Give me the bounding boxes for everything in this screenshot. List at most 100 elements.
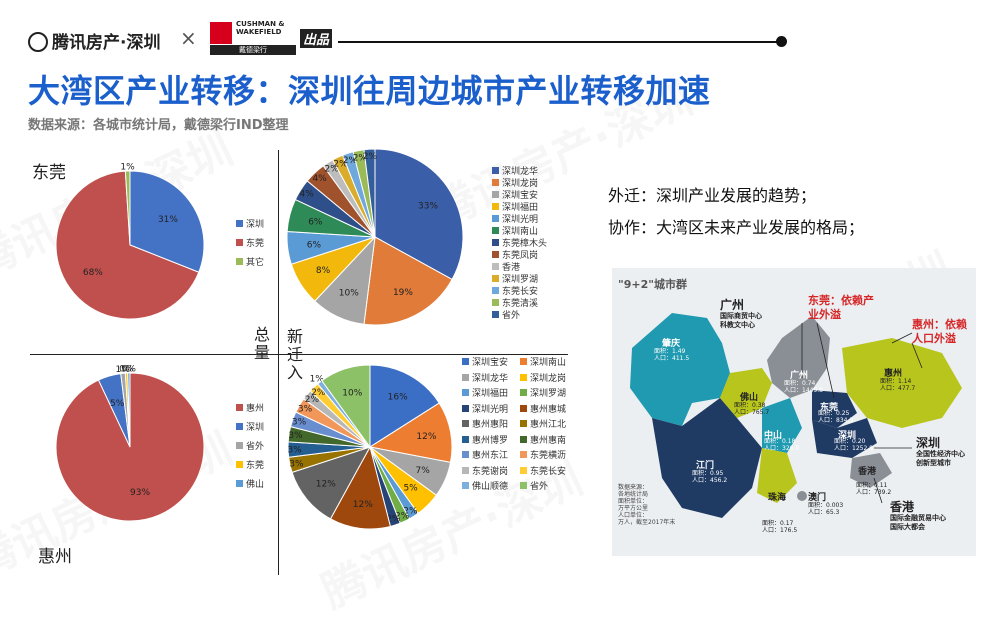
- pie-slice-dongguan-total-0: [129, 170, 205, 273]
- legend-label: 东莞樟木头: [502, 239, 548, 249]
- vertical-divider: [278, 150, 279, 575]
- pie-label-dongguan-new-11: 2%: [353, 153, 368, 163]
- stat-guangzhou: 面积：0.74 人口：1449.8: [784, 380, 823, 394]
- legend-swatch: [492, 311, 499, 318]
- city-hongkong: 香港: [858, 467, 877, 477]
- pie-label-huizhou-new-5: 2%: [395, 511, 410, 521]
- stat-shenzhen: 面积：0.20 人口：1252.8: [834, 438, 873, 452]
- legend-swatch: [236, 239, 243, 246]
- legend-item-dongguan-total-2: 其它: [236, 258, 264, 269]
- pie-slice-huizhou-new-1: [368, 402, 453, 463]
- legend-swatch: [520, 358, 527, 365]
- legend-label: 佛山: [246, 480, 265, 490]
- callout-shenzhen-title: 深圳: [916, 436, 941, 450]
- legend-item-dongguan-new-7: 东莞凤岗: [492, 251, 538, 262]
- legend-swatch: [236, 442, 243, 449]
- city-shenzhen: 深圳: [838, 431, 857, 441]
- pie-label-huizhou-total-2: 1%: [115, 365, 130, 375]
- stat-foshan: 面积：0.38 人口：765.7: [734, 402, 770, 416]
- legend-label: 省外: [530, 482, 549, 492]
- pie-label-huizhou-new-17: 10%: [342, 388, 362, 398]
- legend-swatch: [492, 299, 499, 306]
- pie-slice-huizhou-new-8: [291, 446, 372, 520]
- legend-swatch: [492, 215, 499, 222]
- legend-item-dongguan-new-11: 东莞清溪: [492, 299, 538, 310]
- callout-huizhou: 惠州：依赖 人口外溢: [912, 318, 967, 345]
- pie-label-huizhou-new-6: 2%: [386, 515, 401, 525]
- legend-item-huizhou-new-1: 深圳南山: [520, 358, 566, 369]
- city-foshan: 佛山: [740, 393, 759, 403]
- legend-item-huizhou-total-0: 惠州: [236, 404, 264, 415]
- legend-item-dongguan-new-6: 东莞樟木头: [492, 239, 547, 250]
- legend-label: 惠州惠南: [530, 435, 567, 446]
- legend-label: 惠州江北: [530, 420, 567, 430]
- legend-swatch: [520, 420, 527, 427]
- legend-swatch: [520, 451, 527, 458]
- city-guangzhou: 广州: [790, 371, 809, 381]
- legend-swatch: [492, 251, 499, 258]
- legend-swatch: [520, 404, 527, 412]
- legend-item-dongguan-new-9: 深圳罗湖: [492, 275, 538, 286]
- legend-item-dongguan-total-0: 深圳: [236, 220, 264, 231]
- legend-item-dongguan-new-5: 深圳南山: [492, 227, 538, 238]
- legend-swatch: [462, 466, 469, 474]
- legend-label: 惠州: [246, 404, 265, 414]
- legend-item-huizhou-new-5: 深圳罗湖: [520, 389, 566, 400]
- legend-label: 深圳宝安: [502, 191, 539, 201]
- legend-swatch: [462, 420, 469, 427]
- stat-macau: 面积：0.003 人口：65.3: [808, 502, 844, 516]
- pie-label-dongguan-new-1: 19%: [393, 288, 413, 298]
- pie-label-dongguan-new-4: 6%: [307, 241, 322, 251]
- pie-slice-dongguan-total-1: [55, 170, 200, 320]
- pie-label-dongguan-total-0: 31%: [158, 215, 178, 225]
- legend-label: 东莞清溪: [502, 299, 539, 309]
- legend-label: 香港: [502, 263, 521, 273]
- pie-label-dongguan-new-2: 10%: [339, 289, 359, 299]
- city-zhuhai: 珠海: [768, 493, 787, 503]
- stat-zhaoqing: 面积：1.49 人口：411.5: [654, 348, 690, 362]
- partner-line2: WAKEFIELD: [236, 28, 282, 36]
- pie-label-dongguan-new-3: 8%: [316, 266, 331, 276]
- gba-map: "9+2"城市群 广州 国际商贸中心 科教文中心 东莞：依赖产 业外溢 惠州：依…: [612, 268, 976, 556]
- brand-name: 腾讯房产·深圳: [52, 33, 161, 53]
- pie-slice-huizhou-new-0: [369, 364, 440, 448]
- map-title: "9+2"城市群: [618, 278, 687, 291]
- legend-item-huizhou-new-11: 惠州惠南: [520, 435, 567, 447]
- pie-label-huizhou-new-3: 5%: [403, 484, 418, 494]
- stat-zhongshan: 面积：0.18 人口：326.0: [764, 438, 800, 452]
- callout-dongguan: 东莞：依赖产 业外溢: [808, 294, 874, 321]
- pie-label-huizhou-new-9: 3%: [289, 459, 304, 469]
- pie-label-huizhou-new-1: 12%: [416, 432, 436, 442]
- legend-label: 惠州东江: [472, 451, 509, 461]
- pie-label-huizhou-new-2: 7%: [416, 466, 431, 476]
- legend-swatch: [520, 435, 527, 443]
- city-zhaoqing: 肇庆: [662, 339, 681, 349]
- legend-item-huizhou-new-13: 东莞横沥: [520, 451, 566, 462]
- legend-label: 深圳龙岗: [502, 179, 539, 189]
- legend-item-huizhou-total-2: 省外: [236, 442, 264, 453]
- pie-label-dongguan-new-10: 2%: [343, 156, 358, 166]
- legend-swatch: [520, 389, 527, 396]
- legend-label: 东莞长安: [530, 466, 567, 477]
- pie-label-dongguan-new-12: 2%: [363, 152, 378, 162]
- pie-label-dongguan-new-9: 2%: [333, 160, 348, 170]
- cushman-wakefield-logo: CUSHMAN & WAKEFIELD 戴德梁行: [210, 20, 296, 55]
- note-outward-move: 外迁：深圳产业发展的趋势；: [608, 186, 817, 205]
- pie-label-huizhou-new-7: 12%: [353, 500, 373, 510]
- legend-item-dongguan-new-1: 深圳龙岗: [492, 179, 538, 190]
- legend-label: 深圳龙华: [502, 167, 539, 177]
- pie-label-huizhou-new-14: 2%: [305, 395, 320, 405]
- page-title: 大湾区产业转移：深圳往周边城市产业转移加速: [28, 72, 711, 110]
- legend-swatch: [462, 435, 469, 443]
- legend-swatch: [492, 203, 499, 210]
- pie-label-dongguan-new-8: 2%: [324, 165, 339, 175]
- legend-swatch: [492, 227, 499, 234]
- callout-guangzhou-title: 广州: [720, 298, 745, 312]
- horizontal-divider: [30, 354, 568, 355]
- pie-label-huizhou-new-16: 1%: [310, 374, 325, 384]
- legend-label: 深圳罗湖: [502, 275, 539, 285]
- label-huizhou: 惠州: [38, 547, 72, 567]
- legend-swatch: [462, 373, 469, 381]
- callout-guangzhou-sub: 国际商贸中心 科教文中心: [720, 312, 762, 329]
- legend-label: 东莞凤岗: [502, 251, 539, 261]
